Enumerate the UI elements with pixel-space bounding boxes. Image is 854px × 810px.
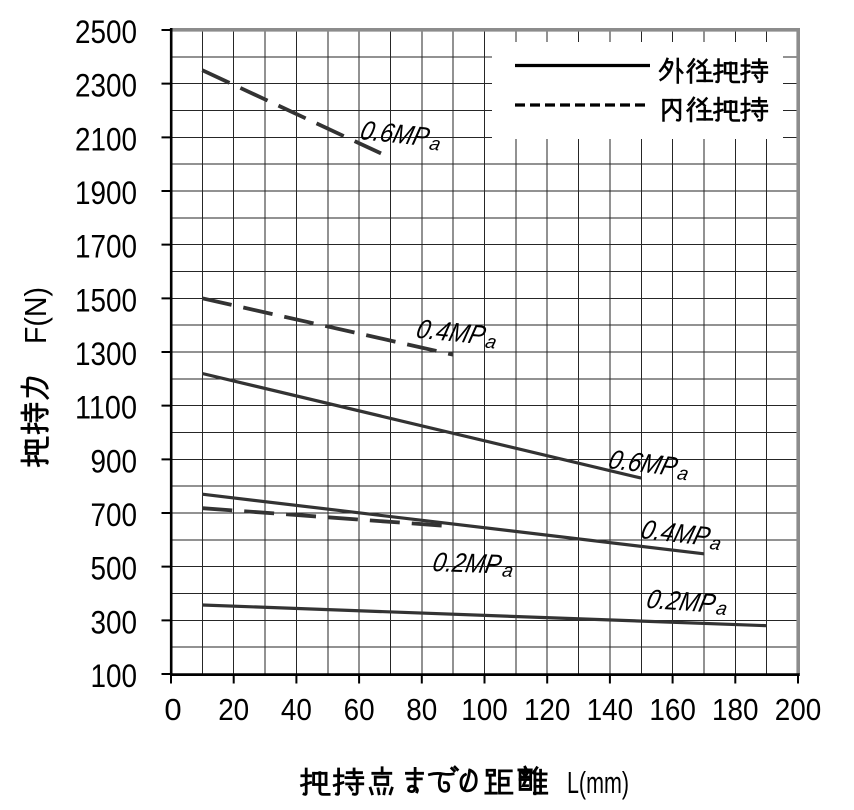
svg-text:1700: 1700 bbox=[75, 229, 137, 265]
svg-text:F(N): F(N) bbox=[18, 287, 53, 344]
svg-text:0.2MP: 0.2MP bbox=[430, 546, 504, 579]
svg-text:0.4MP: 0.4MP bbox=[413, 313, 489, 350]
svg-text:2100: 2100 bbox=[75, 121, 137, 157]
svg-text:L(mm): L(mm) bbox=[567, 765, 629, 800]
svg-text:300: 300 bbox=[91, 604, 138, 640]
svg-text:0.2MP: 0.2MP bbox=[644, 583, 719, 618]
svg-text:100: 100 bbox=[461, 692, 508, 727]
svg-text:60: 60 bbox=[344, 692, 375, 727]
svg-text:700: 700 bbox=[91, 497, 138, 533]
svg-text:1900: 1900 bbox=[75, 175, 137, 211]
svg-text:a: a bbox=[500, 561, 515, 582]
svg-text:100: 100 bbox=[91, 658, 138, 694]
svg-text:a: a bbox=[483, 332, 499, 353]
svg-text:140: 140 bbox=[587, 692, 634, 727]
svg-text:80: 80 bbox=[406, 692, 437, 727]
svg-text:2500: 2500 bbox=[75, 14, 137, 50]
svg-text:0.4MP: 0.4MP bbox=[638, 514, 714, 552]
svg-text:1500: 1500 bbox=[75, 282, 137, 318]
svg-text:120: 120 bbox=[524, 692, 571, 727]
svg-text:20: 20 bbox=[218, 692, 249, 727]
svg-text:1100: 1100 bbox=[75, 390, 137, 426]
svg-text:0.6MP: 0.6MP bbox=[357, 115, 433, 152]
svg-text:2300: 2300 bbox=[75, 68, 137, 104]
svg-text:1300: 1300 bbox=[75, 336, 137, 372]
svg-text:500: 500 bbox=[91, 551, 138, 587]
svg-text:180: 180 bbox=[712, 692, 759, 727]
svg-text:a: a bbox=[714, 599, 729, 620]
svg-text:40: 40 bbox=[281, 692, 312, 727]
svg-text:160: 160 bbox=[649, 692, 696, 727]
svg-text:0: 0 bbox=[164, 692, 181, 727]
svg-text:200: 200 bbox=[775, 692, 822, 727]
svg-text:900: 900 bbox=[91, 443, 138, 479]
